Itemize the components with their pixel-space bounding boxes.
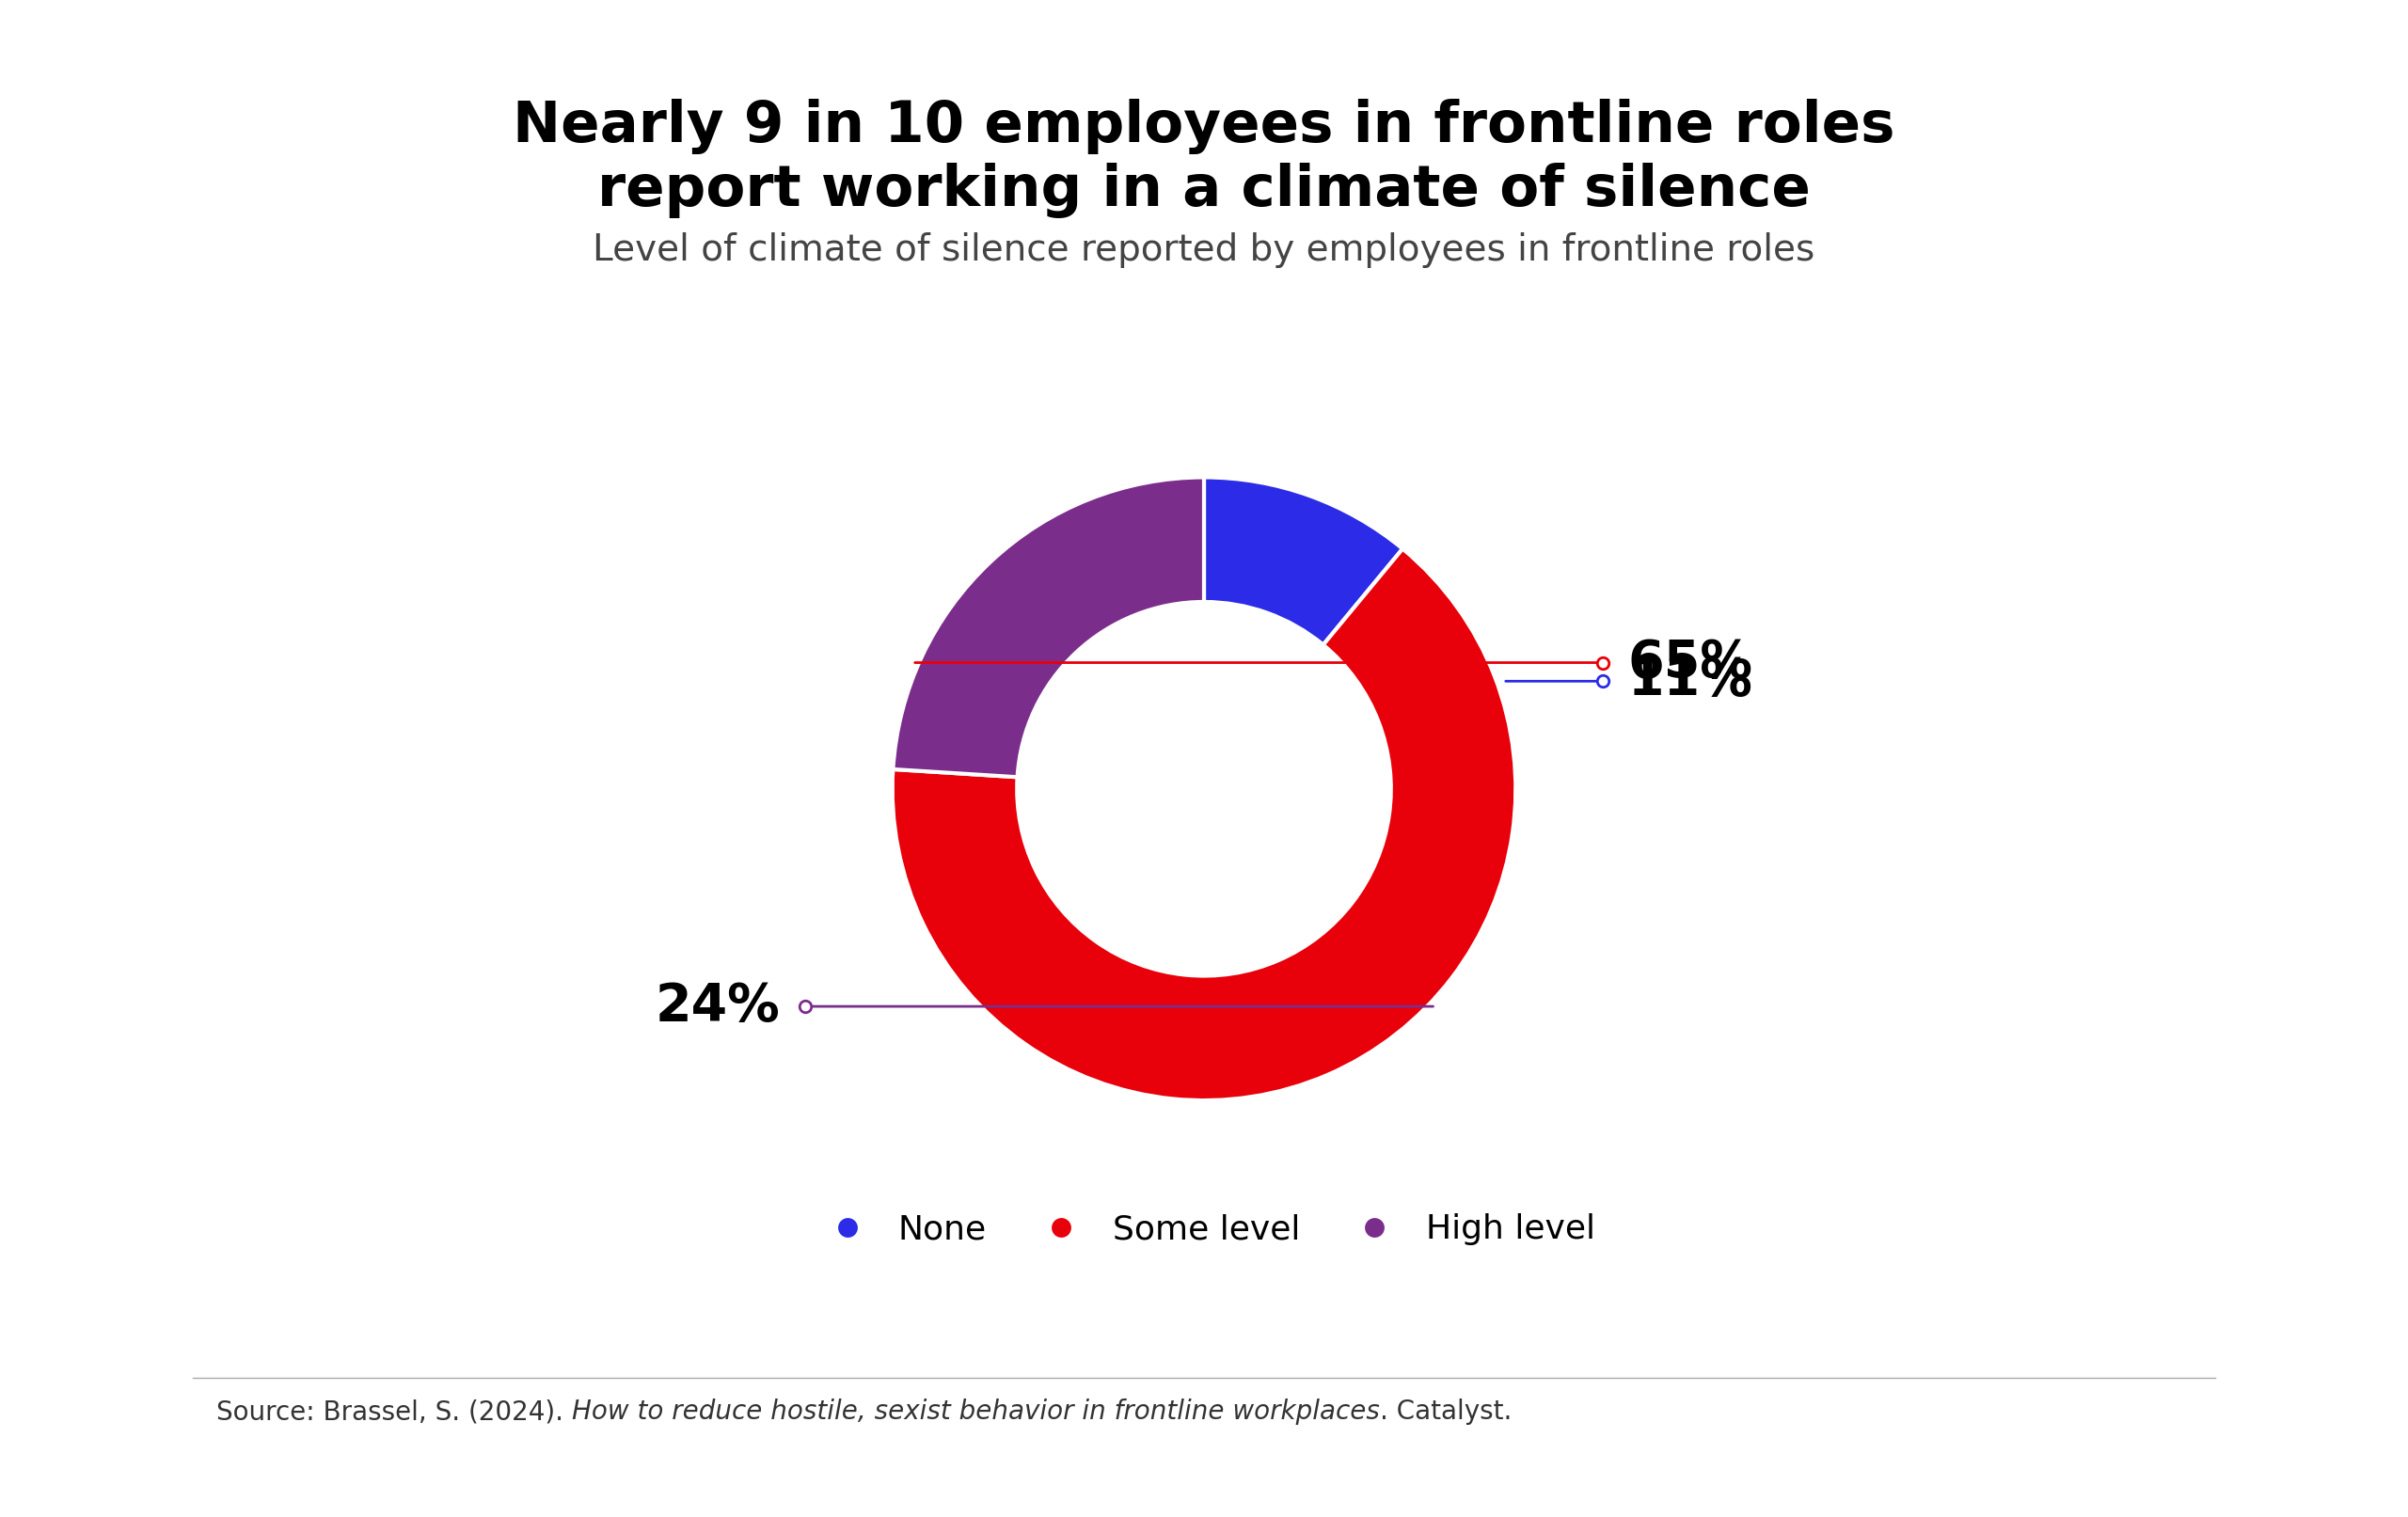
Text: 24%: 24% — [655, 981, 780, 1032]
Legend: None, Some level, High level: None, Some level, High level — [799, 1200, 1609, 1259]
Wedge shape — [893, 549, 1515, 1100]
Text: . Catalyst.: . Catalyst. — [1380, 1399, 1512, 1424]
Text: report working in a climate of silence: report working in a climate of silence — [597, 162, 1811, 218]
Wedge shape — [893, 478, 1204, 777]
Wedge shape — [1204, 478, 1401, 645]
Text: 65%: 65% — [1628, 637, 1753, 689]
Text: Level of climate of silence reported by employees in frontline roles: Level of climate of silence reported by … — [592, 232, 1816, 269]
Text: Source: Brassel, S. (2024).: Source: Brassel, S. (2024). — [217, 1399, 573, 1424]
Text: 11%: 11% — [1628, 655, 1753, 707]
Text: Nearly 9 in 10 employees in frontline roles: Nearly 9 in 10 employees in frontline ro… — [513, 99, 1895, 155]
Text: How to reduce hostile, sexist behavior in frontline workplaces: How to reduce hostile, sexist behavior i… — [573, 1399, 1380, 1424]
